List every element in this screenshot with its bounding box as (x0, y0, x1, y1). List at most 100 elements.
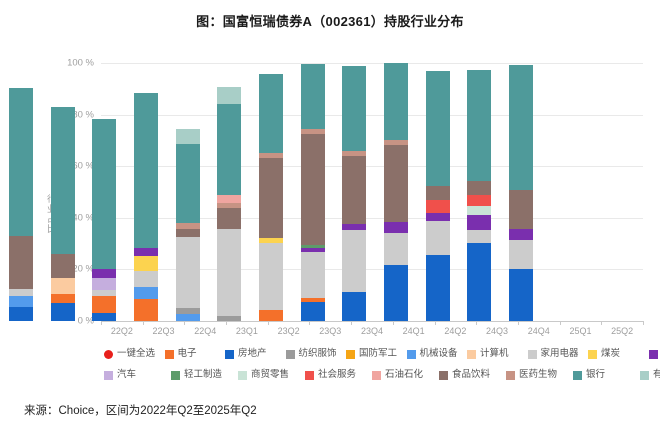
bar-column[interactable] (342, 66, 367, 321)
bar-segment[interactable] (467, 215, 492, 231)
bar-segment[interactable] (259, 74, 283, 154)
bar-segment[interactable] (133, 286, 158, 299)
bar-segment[interactable] (259, 237, 283, 243)
bar-segment[interactable] (467, 206, 492, 216)
bar-segment[interactable] (92, 118, 117, 269)
bar-segment[interactable] (300, 129, 325, 134)
bar-segment[interactable] (92, 289, 117, 296)
bar-column[interactable] (259, 74, 283, 321)
bar-segment[interactable] (425, 185, 450, 201)
bar-segment[interactable] (175, 228, 200, 238)
bar-column[interactable] (175, 128, 200, 321)
bar-segment[interactable] (92, 277, 117, 290)
bar-segment[interactable] (467, 230, 492, 244)
bar-segment[interactable] (50, 294, 75, 304)
bar-segment[interactable] (8, 88, 33, 236)
bar-segment[interactable] (217, 315, 242, 321)
bar-segment[interactable] (217, 208, 242, 230)
legend-item-医药生物[interactable]: 医药生物 (506, 370, 557, 380)
bar-segment[interactable] (92, 313, 117, 321)
bar-segment[interactable] (92, 295, 117, 314)
bar-segment[interactable] (50, 253, 75, 279)
bar-segment[interactable] (50, 106, 75, 254)
bar-segment[interactable] (259, 153, 283, 158)
bar-segment[interactable] (133, 255, 158, 271)
legend-item-房地产[interactable]: 房地产 (225, 349, 267, 359)
bar-segment[interactable] (300, 133, 325, 245)
legend-item-一键全选[interactable]: 一键全选 (104, 349, 155, 359)
bar-segment[interactable] (342, 156, 367, 224)
bar-segment[interactable] (50, 278, 75, 295)
bar-segment[interactable] (509, 190, 534, 230)
bar-segment[interactable] (300, 301, 325, 321)
bar-segment[interactable] (384, 222, 409, 233)
legend-item-美容护理[interactable]: 美容护理 (648, 349, 660, 359)
legend-item-煤炭[interactable]: 煤炭 (588, 349, 620, 359)
bar-segment[interactable] (217, 202, 242, 209)
bar-segment[interactable] (425, 70, 450, 186)
legend-item-商贸零售[interactable]: 商贸零售 (238, 370, 289, 380)
bar-segment[interactable] (259, 310, 283, 321)
bar-segment[interactable] (425, 200, 450, 213)
bar-segment[interactable] (342, 223, 367, 231)
bar-segment[interactable] (384, 63, 409, 141)
bar-segment[interactable] (384, 144, 409, 223)
bar-segment[interactable] (175, 314, 200, 321)
bar-segment[interactable] (133, 270, 158, 287)
bar-segment[interactable] (175, 222, 200, 229)
bar-segment[interactable] (8, 235, 33, 289)
legend-item-纺织服饰[interactable]: 纺织服饰 (285, 349, 337, 359)
legend-item-银行[interactable]: 银行 (573, 370, 605, 380)
legend-item-电子[interactable]: 电子 (164, 349, 197, 359)
bar-segment[interactable] (175, 308, 200, 315)
bar-segment[interactable] (425, 212, 450, 222)
bar-column[interactable] (384, 63, 409, 321)
bar-segment[interactable] (300, 247, 325, 252)
bar-segment[interactable] (8, 306, 33, 321)
bar-segment[interactable] (133, 298, 158, 321)
legend-item-国防军工[interactable]: 国防军工 (346, 349, 397, 359)
bar-segment[interactable] (467, 243, 492, 321)
bar-segment[interactable] (425, 221, 450, 255)
bar-segment[interactable] (217, 229, 242, 316)
bar-segment[interactable] (175, 237, 200, 309)
bar-segment[interactable] (384, 232, 409, 266)
bar-column[interactable] (425, 70, 450, 321)
bar-column[interactable] (133, 93, 158, 321)
bar-segment[interactable] (8, 288, 33, 297)
bar-column[interactable] (92, 118, 117, 321)
bar-column[interactable] (8, 88, 33, 321)
bar-segment[interactable] (342, 151, 367, 157)
bar-segment[interactable] (300, 64, 325, 130)
bar-segment[interactable] (92, 268, 117, 278)
bar-segment[interactable] (217, 104, 242, 195)
bar-segment[interactable] (425, 254, 450, 321)
bar-segment[interactable] (217, 87, 242, 105)
bar-segment[interactable] (300, 298, 325, 302)
bar-column[interactable] (509, 65, 534, 321)
bar-column[interactable] (300, 64, 325, 321)
bar-segment[interactable] (509, 239, 534, 269)
bar-segment[interactable] (175, 144, 200, 223)
legend-item-社会服务[interactable]: 社会服务 (305, 370, 356, 380)
bar-segment[interactable] (300, 244, 325, 248)
legend-item-计算机[interactable]: 计算机 (467, 349, 509, 359)
bar-segment[interactable] (175, 128, 200, 145)
legend-item-有色金属[interactable]: 有色金属 (640, 370, 660, 380)
legend-item-机械设备[interactable]: 机械设备 (406, 349, 458, 359)
bar-segment[interactable] (133, 248, 158, 256)
bar-segment[interactable] (133, 93, 158, 249)
bar-segment[interactable] (509, 229, 534, 240)
legend-item-家用电器[interactable]: 家用电器 (527, 349, 579, 359)
bar-segment[interactable] (509, 268, 534, 321)
bar-segment[interactable] (467, 70, 492, 181)
bar-column[interactable] (50, 106, 75, 321)
bar-segment[interactable] (217, 194, 242, 203)
bar-segment[interactable] (50, 303, 75, 321)
legend-item-轻工制造[interactable]: 轻工制造 (171, 370, 222, 380)
bar-segment[interactable] (342, 230, 367, 293)
bar-segment[interactable] (384, 140, 409, 145)
bar-segment[interactable] (300, 251, 325, 299)
bar-segment[interactable] (259, 157, 283, 238)
bar-segment[interactable] (509, 65, 534, 191)
